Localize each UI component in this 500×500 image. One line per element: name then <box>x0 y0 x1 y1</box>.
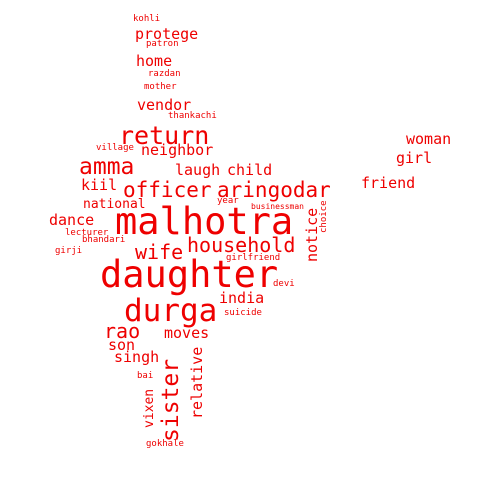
word-notice: notice <box>303 207 321 262</box>
word-singh: singh <box>114 348 160 366</box>
word-dance: dance <box>49 211 95 229</box>
word-patron: patron <box>146 39 179 49</box>
word-year: year <box>217 196 239 206</box>
word-household: household <box>187 233 296 257</box>
word-girji: girji <box>55 246 83 256</box>
word-vendor: vendor <box>137 96 192 114</box>
word-national: national <box>83 197 146 212</box>
word-mother: mother <box>144 82 177 92</box>
word-kiil: kiil <box>81 176 118 194</box>
word-girlfriend: girlfriend <box>226 253 281 263</box>
word-moves: moves <box>164 324 210 342</box>
word-son: son <box>108 336 136 354</box>
word-protege: protege <box>135 25 199 43</box>
word-aringodar: aringodar <box>217 178 331 202</box>
word-return: return <box>119 121 210 150</box>
word-officer: officer <box>123 178 212 202</box>
word-relative: relative <box>188 346 206 419</box>
word-neighbor: neighbor <box>141 141 214 159</box>
word-durga: durga <box>124 293 218 329</box>
word-wife: wife <box>135 240 184 264</box>
word-sister: sister <box>158 358 184 442</box>
word-friend: friend <box>361 174 416 192</box>
word-bhandari: bhandari <box>82 235 126 245</box>
word-girl: girl <box>396 149 433 167</box>
word-businessman: businessman <box>251 202 304 211</box>
word-bai: bai <box>137 371 154 381</box>
word-woman: woman <box>406 130 452 148</box>
word-gokhale: gokhale <box>146 439 184 449</box>
word-home: home <box>136 52 173 70</box>
word-choice: choice <box>319 200 329 233</box>
word-child: child <box>227 161 273 179</box>
word-daughter: daughter <box>100 253 279 296</box>
word-rao: rao <box>104 319 141 343</box>
word-thankachi: thankachi <box>168 111 217 121</box>
word-razdan: razdan <box>148 69 181 79</box>
word-vixen: vixen <box>142 388 157 428</box>
word-malhotra: malhotra <box>115 200 294 243</box>
word-devi: devi <box>273 279 295 289</box>
word-india: india <box>219 289 265 307</box>
word-lecturer: lecturer <box>65 228 109 238</box>
word-suicide: suicide <box>224 308 262 318</box>
word-laugh: laugh <box>175 161 221 179</box>
word-amma: amma <box>79 154 135 180</box>
word-village: village <box>96 143 134 153</box>
word-kohli: kohli <box>133 14 161 24</box>
